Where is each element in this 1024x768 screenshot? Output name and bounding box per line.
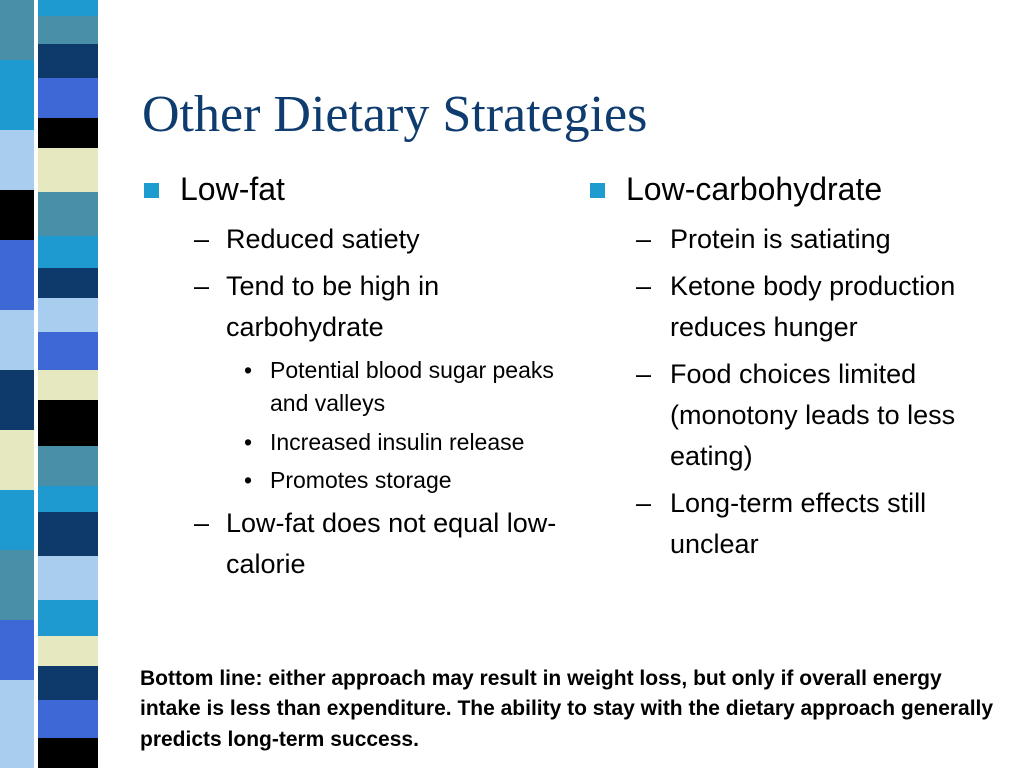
- left-heading: Low-fat: [180, 171, 285, 207]
- left-subitem-text: Potential blood sugar peaks and valleys: [270, 357, 554, 417]
- left-item-text: Reduced satiety: [226, 224, 420, 255]
- left-item: – Low-fat does not equal low-calorie: [142, 503, 562, 585]
- left-subitem: • Promotes storage: [142, 464, 562, 497]
- dash-bullet-icon: –: [194, 224, 210, 255]
- left-item: – Reduced satiety: [142, 219, 562, 260]
- left-item: – Tend to be high in carbohydrate: [142, 266, 562, 348]
- right-item: – Ketone body production reduces hunger: [588, 266, 1008, 348]
- right-column: Low-carbohydrate – Protein is satiating …: [588, 170, 1008, 571]
- dot-bullet-icon: •: [244, 428, 253, 455]
- slide-title: Other Dietary Strategies: [142, 86, 648, 143]
- left-item-text: Low-fat does not equal low-calorie: [226, 507, 557, 579]
- right-item: – Food choices limited (monotony leads t…: [588, 354, 1008, 477]
- right-heading-item: Low-carbohydrate: [588, 170, 1008, 209]
- left-item-text: Tend to be high in carbohydrate: [226, 271, 440, 343]
- left-heading-item: Low-fat: [142, 170, 562, 209]
- right-item-text: Food choices limited (monotony leads to …: [670, 359, 956, 472]
- stripe-right-column: [38, 0, 98, 768]
- stripe-left-column: [0, 0, 34, 768]
- square-bullet-icon: [144, 183, 159, 198]
- decorative-stripe-bar: [0, 0, 120, 768]
- dash-bullet-icon: –: [636, 224, 652, 255]
- left-subitem: • Increased insulin release: [142, 426, 562, 459]
- right-item-text: Ketone body production reduces hunger: [670, 271, 956, 343]
- square-bullet-icon: [590, 183, 605, 198]
- dash-bullet-icon: –: [194, 507, 210, 538]
- left-subitem-text: Increased insulin release: [270, 428, 525, 455]
- right-item-text: Long-term effects still unclear: [670, 488, 927, 560]
- left-subitem: • Potential blood sugar peaks and valley…: [142, 354, 562, 421]
- left-subitem-text: Promotes storage: [270, 467, 452, 494]
- dot-bullet-icon: •: [244, 357, 253, 384]
- right-heading: Low-carbohydrate: [626, 171, 883, 207]
- dash-bullet-icon: –: [194, 271, 210, 302]
- dash-bullet-icon: –: [636, 488, 652, 519]
- left-column: Low-fat – Reduced satiety – Tend to be h…: [142, 170, 562, 591]
- bottom-line-note: Bottom line: either approach may result …: [140, 667, 994, 751]
- dot-bullet-icon: •: [244, 467, 253, 494]
- dash-bullet-icon: –: [636, 271, 652, 302]
- dash-bullet-icon: –: [636, 359, 652, 390]
- right-item: – Protein is satiating: [588, 219, 1008, 260]
- right-item-text: Protein is satiating: [670, 224, 891, 255]
- right-item: – Long-term effects still unclear: [588, 483, 1008, 565]
